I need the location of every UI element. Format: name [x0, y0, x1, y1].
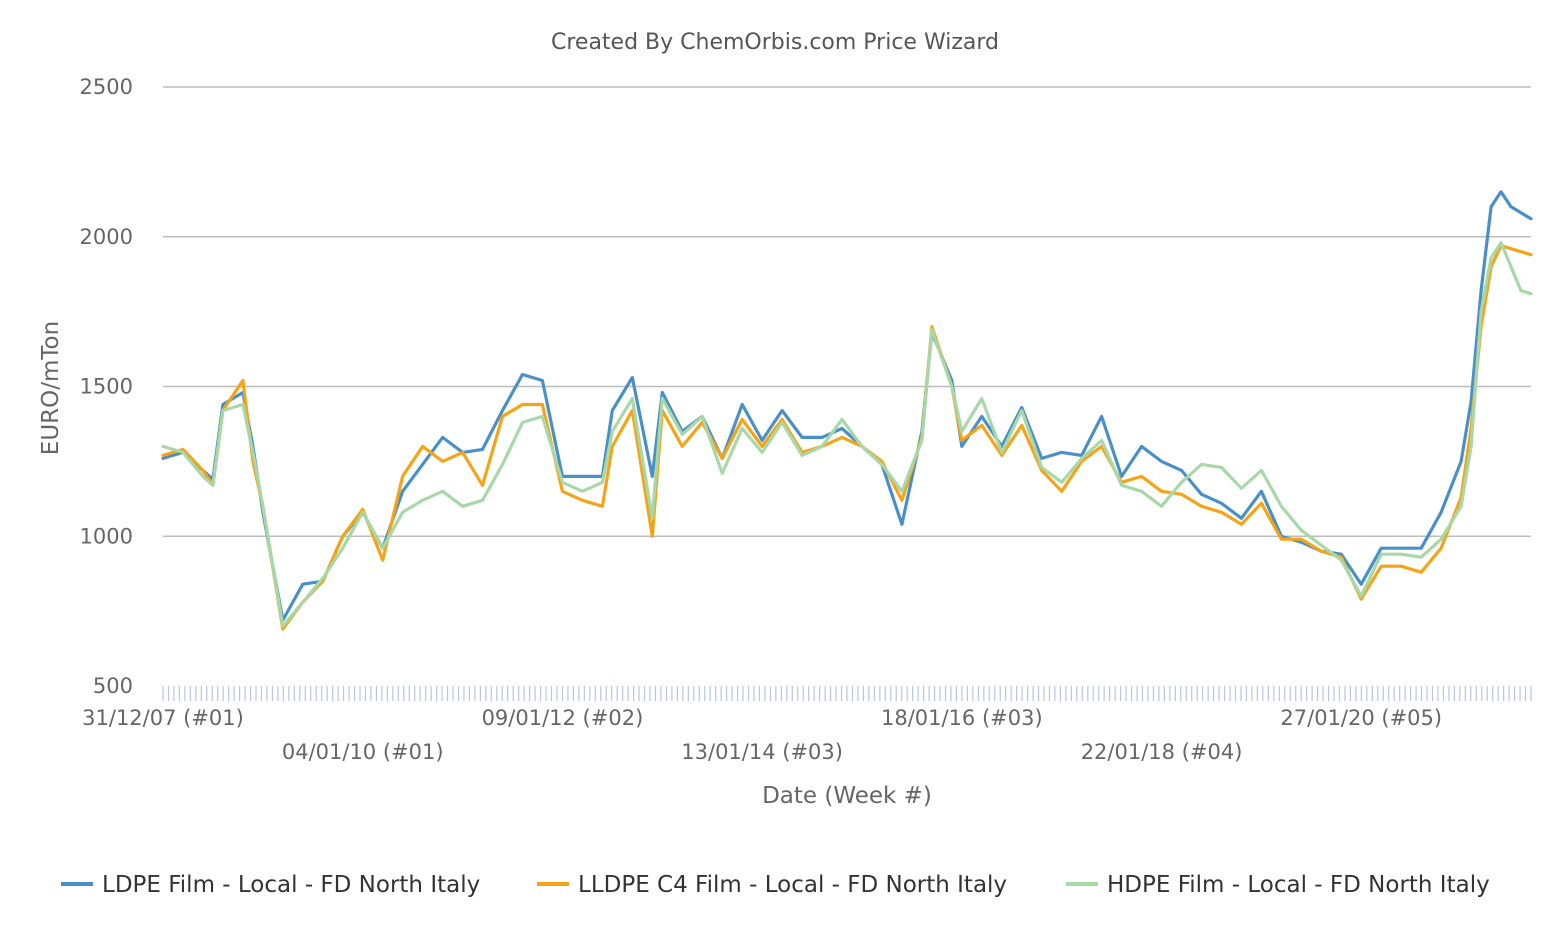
legend-label: LLDPE C4 Film - Local - FD North Italy	[578, 872, 1007, 898]
x-tick-label: 09/01/12 (#02)	[482, 706, 644, 730]
x-tick-label: 27/01/20 (#05)	[1280, 706, 1442, 730]
y-tick-label: 1500	[80, 375, 133, 399]
series-line-3	[161, 241, 1533, 628]
x-tick-label: 04/01/10 (#01)	[282, 740, 444, 764]
x-tick-label: 31/12/07 (#01)	[82, 706, 244, 730]
x-tick-label: 22/01/18 (#04)	[1081, 740, 1243, 764]
y-tick-label: 1000	[80, 524, 133, 548]
series-lines	[161, 190, 1533, 631]
gridlines	[163, 86, 1531, 537]
x-tick-label: 13/01/14 (#03)	[681, 740, 843, 764]
x-minor-ticks	[162, 686, 1532, 701]
legend-label: LDPE Film - Local - FD North Italy	[102, 872, 480, 898]
y-axis-ticks: 500 1000 1500 2000 2500	[80, 75, 133, 698]
series-line-1	[161, 190, 1533, 622]
legend-item-2[interactable]: LLDPE C4 Film - Local - FD North Italy	[537, 872, 1007, 898]
y-tick-label: 2500	[80, 75, 133, 99]
chart-title: Created By ChemOrbis.com Price Wizard	[551, 30, 999, 55]
legend-label: HDPE Film - Local - FD North Italy	[1107, 872, 1490, 898]
x-axis-label: Date (Week #)	[762, 783, 932, 809]
legend-item-3[interactable]: HDPE Film - Local - FD North Italy	[1066, 872, 1490, 898]
legend-item-1[interactable]: LDPE Film - Local - FD North Italy	[61, 872, 480, 898]
y-tick-label: 2000	[80, 225, 133, 249]
series-line-2	[161, 244, 1533, 631]
x-tick-label: 18/01/16 (#03)	[881, 706, 1043, 730]
x-axis-ticks: 31/12/07 (#01) 04/01/10 (#01) 09/01/12 (#0…	[82, 706, 1442, 764]
y-axis-label: EURO/mTon	[38, 321, 64, 455]
y-tick-label: 500	[93, 674, 133, 698]
legend: LDPE Film - Local - FD North Italy LLDPE …	[61, 872, 1490, 898]
